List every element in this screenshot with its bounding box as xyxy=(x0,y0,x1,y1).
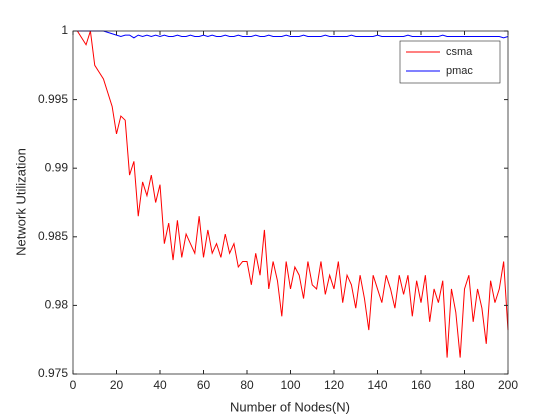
y-tick-label: 0.975 xyxy=(38,366,68,380)
x-tick-label: 140 xyxy=(367,378,387,392)
x-tick-label: 0 xyxy=(70,378,77,392)
line-pmac xyxy=(77,30,509,39)
x-tick-label: 120 xyxy=(324,378,344,392)
legend-label: csma xyxy=(446,46,473,58)
x-tick-label: 40 xyxy=(153,378,167,392)
x-tick-label: 200 xyxy=(498,378,518,392)
x-axis-label: Number of Nodes(N) xyxy=(230,399,350,414)
x-tick-label: 100 xyxy=(280,378,300,392)
x-tick-label: 80 xyxy=(240,378,254,392)
x-tick-label: 60 xyxy=(197,378,211,392)
y-tick-label: 0.99 xyxy=(45,160,69,174)
plot-area xyxy=(73,31,508,374)
legend-box xyxy=(399,40,501,84)
y-tick-label: 0.995 xyxy=(38,92,68,106)
x-tick-label: 160 xyxy=(411,378,431,392)
y-tick-label: 0.985 xyxy=(38,229,68,243)
legend-label: pmac xyxy=(446,65,473,77)
line-csma xyxy=(76,30,509,358)
y-axis-label: Network Utilization xyxy=(13,148,28,256)
y-tick-label: 1 xyxy=(61,23,68,37)
y-tick-label: 0.98 xyxy=(45,298,69,312)
x-tick-label: 180 xyxy=(454,378,474,392)
x-tick-label: 20 xyxy=(110,378,124,392)
